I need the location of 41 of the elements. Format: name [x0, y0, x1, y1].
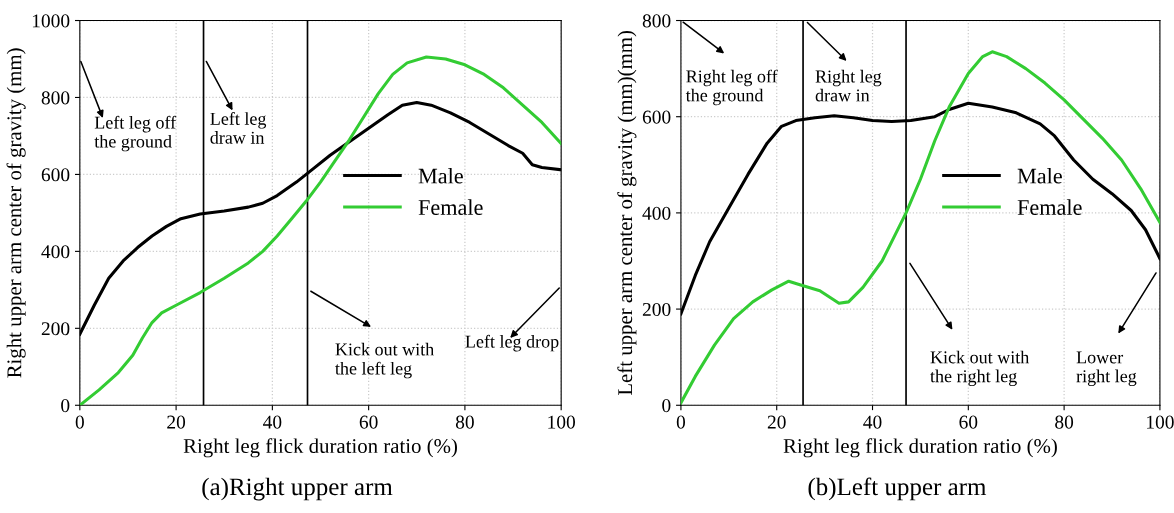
x-tick-label: 20 [167, 415, 186, 429]
legend-label: Male [1017, 167, 1062, 184]
text: (a)Right upper arm [202, 477, 393, 501]
legend-label: Female [1017, 199, 1082, 215]
x-tick-label: 20 [767, 415, 786, 429]
y-tick-label: 0 [61, 399, 70, 413]
x-tick-label: 100 [1147, 415, 1174, 429]
y-tick-label: 200 [41, 322, 70, 336]
y-tick-label: 600 [41, 168, 70, 182]
annotation: Right leg off the ground [685, 69, 778, 106]
y-axis-title: Left upper arm center of gravity (mm)(mm) [617, 31, 637, 396]
x-tick-label: 80 [1055, 415, 1074, 429]
x-tick-label: 60 [959, 415, 978, 429]
x-tick-label: 100 [548, 415, 576, 429]
annotation: Lower right leg [1076, 351, 1137, 387]
y-tick-label: 200 [642, 302, 671, 317]
x-tick-label: 40 [263, 415, 282, 429]
x-axis-title: Right leg flick duration ratio (%) [783, 438, 1057, 458]
x-tick-label: 0 [75, 415, 84, 429]
x-tick-label: 60 [359, 415, 378, 429]
annotation: Kick out with the left leg [335, 342, 434, 379]
annotation: Left leg drop [465, 334, 559, 352]
legend-label: Female [418, 199, 483, 215]
y-tick-label: 800 [642, 14, 671, 28]
x-tick-label: 0 [676, 415, 686, 429]
annotation: Left leg draw in [210, 112, 267, 144]
x-tick-label: 80 [455, 415, 474, 429]
annotation: Left leg off the ground [94, 115, 177, 152]
y-tick-label: 1000 [32, 14, 70, 28]
x-tick-label: 40 [863, 415, 882, 429]
y-tick-label: 400 [41, 245, 70, 259]
y-tick-label: 600 [642, 110, 671, 124]
annotation: Right leg draw in [815, 69, 882, 102]
annotation: Kick out with the right leg [930, 350, 1030, 387]
legend-label: Male [418, 167, 463, 184]
x-axis-title: Right leg flick duration ratio (%) [183, 438, 457, 458]
text: (b)Left upper arm [808, 477, 987, 501]
y-tick-label: 400 [642, 206, 671, 220]
y-axis-title: Right upper arm center of gravity (mm) [6, 48, 26, 378]
y-tick-label: 800 [41, 91, 70, 105]
y-tick-label: 0 [662, 399, 671, 413]
